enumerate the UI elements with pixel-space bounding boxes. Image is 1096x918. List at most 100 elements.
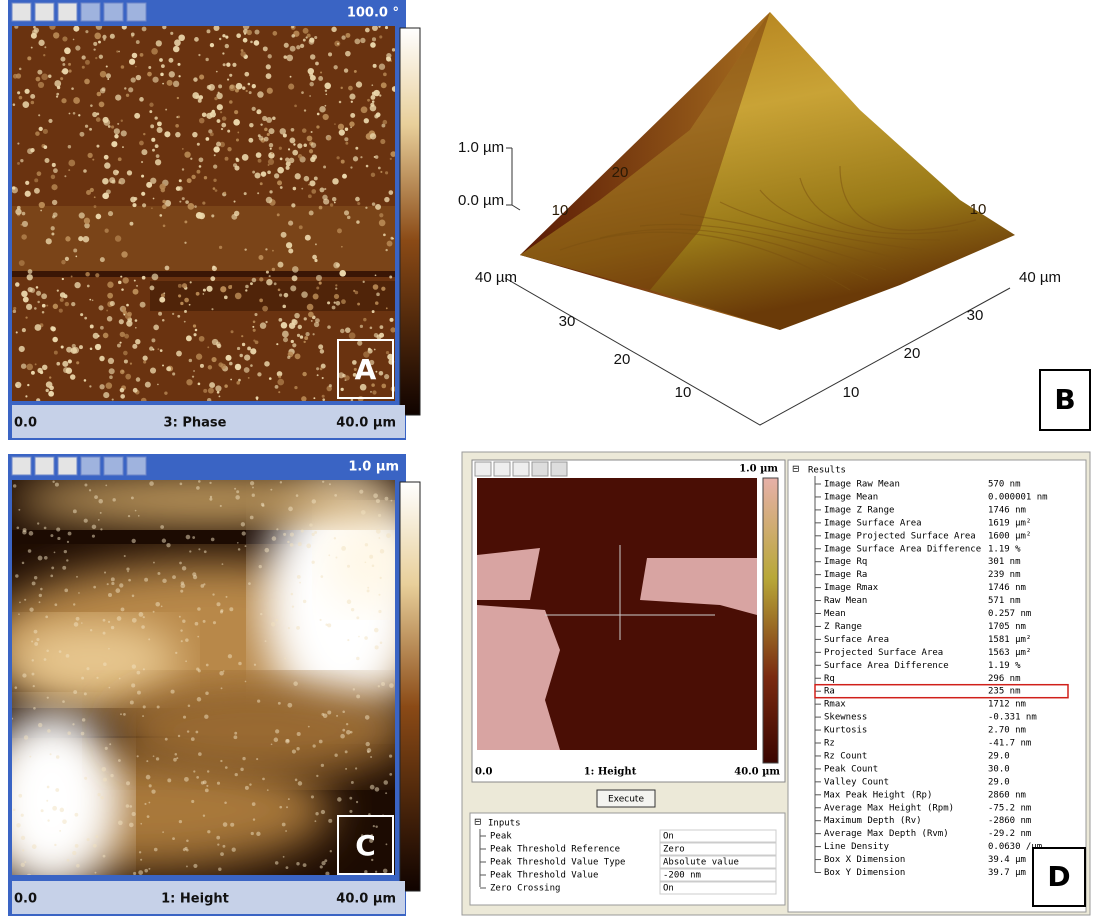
texture-dot <box>302 128 307 133</box>
texture-dot <box>33 685 35 687</box>
texture-dot <box>37 171 42 176</box>
toolbar-button[interactable] <box>532 462 548 476</box>
texture-dot <box>297 575 301 579</box>
texture-dot <box>257 91 263 97</box>
input-field[interactable] <box>660 830 776 842</box>
texture-dot <box>335 284 337 286</box>
texture-dot <box>178 294 181 297</box>
texture-dot <box>117 123 119 125</box>
texture-dot <box>341 299 346 304</box>
texture-dot <box>161 605 163 607</box>
texture-dot <box>349 121 354 126</box>
toolbar-button[interactable] <box>81 457 100 475</box>
texture-dot <box>289 137 295 143</box>
texture-dot <box>19 68 22 71</box>
texture-dot <box>106 382 113 389</box>
texture-dot <box>252 278 257 283</box>
texture-dot <box>30 94 35 99</box>
toolbar-button[interactable] <box>475 462 491 476</box>
texture-dot <box>249 783 251 785</box>
texture-dot <box>379 64 385 70</box>
toolbar-button[interactable] <box>12 3 31 21</box>
texture-dot <box>240 768 243 771</box>
texture-dot <box>68 63 71 66</box>
texture-dot <box>372 310 375 313</box>
toolbar-button[interactable] <box>35 3 54 21</box>
toolbar-button[interactable] <box>12 457 31 475</box>
toolbar-button[interactable] <box>494 462 510 476</box>
texture-dot <box>149 103 153 107</box>
texture-dot <box>275 619 278 622</box>
result-name: Line Density <box>824 842 890 852</box>
input-field[interactable] <box>660 882 776 894</box>
texture-dot <box>277 379 284 386</box>
texture-dot <box>180 590 183 593</box>
texture-dot <box>37 70 42 75</box>
texture-dot <box>175 753 178 756</box>
texture-dot <box>126 304 129 307</box>
result-value: -75.2 nm <box>988 803 1031 813</box>
toolbar-button[interactable] <box>58 3 77 21</box>
texture-dot <box>187 178 192 183</box>
texture-dot <box>73 26 79 32</box>
texture-dot <box>196 486 200 490</box>
toolbar-button[interactable] <box>551 462 567 476</box>
texture-dot <box>344 68 348 72</box>
toolbar-button[interactable] <box>127 3 146 21</box>
texture-dot <box>244 367 250 373</box>
texture-dot <box>142 27 147 32</box>
texture-dot <box>372 202 376 206</box>
texture-dot <box>267 170 271 174</box>
texture-dot <box>182 197 185 200</box>
texture-dot <box>65 257 69 261</box>
texture-dot <box>279 294 282 297</box>
texture-dot <box>285 830 287 832</box>
texture-dot <box>197 607 201 611</box>
result-value: -29.2 nm <box>988 829 1031 839</box>
toolbar-button[interactable] <box>104 3 123 21</box>
texture-dot <box>330 850 332 852</box>
texture-dot <box>89 489 91 491</box>
toolbar-button[interactable] <box>127 457 146 475</box>
texture-dot <box>354 70 357 73</box>
texture-dot <box>157 127 163 133</box>
texture-dot <box>385 792 387 794</box>
texture-dot <box>101 87 105 91</box>
texture-dot <box>372 564 375 567</box>
execute-label[interactable]: Execute <box>608 795 644 805</box>
texture-dot <box>119 583 123 587</box>
panel-label: C <box>355 829 376 862</box>
texture-dot <box>46 389 49 392</box>
toolbar-button[interactable] <box>513 462 529 476</box>
texture-dot <box>220 505 222 507</box>
texture-dot <box>32 659 34 661</box>
texture-dot <box>50 534 53 537</box>
texture-dot <box>293 143 295 145</box>
texture-dot <box>193 333 196 336</box>
toolbar-button[interactable] <box>58 457 77 475</box>
toolbar-button[interactable] <box>81 3 100 21</box>
texture-dot <box>389 190 394 195</box>
texture-dot <box>309 95 311 97</box>
texture-dot <box>370 133 376 139</box>
texture-dot <box>364 636 368 640</box>
texture-dot <box>67 731 71 735</box>
texture-dot <box>155 159 161 165</box>
toolbar-button[interactable] <box>104 457 123 475</box>
texture-dot <box>372 100 375 103</box>
texture-dot <box>212 339 218 345</box>
texture-dot <box>259 277 263 281</box>
texture-dot <box>240 354 243 357</box>
texture-dot <box>52 481 54 483</box>
result-value: 571 nm <box>988 596 1021 606</box>
texture-dot <box>230 823 234 827</box>
texture-dot <box>263 46 268 51</box>
texture-dot <box>110 774 113 777</box>
texture-dot <box>188 705 191 708</box>
texture-dot <box>271 152 273 154</box>
texture-dot <box>270 148 272 150</box>
texture-dot <box>123 314 125 316</box>
toolbar-button[interactable] <box>35 457 54 475</box>
texture-dot <box>132 539 136 543</box>
texture-dot <box>104 162 110 168</box>
